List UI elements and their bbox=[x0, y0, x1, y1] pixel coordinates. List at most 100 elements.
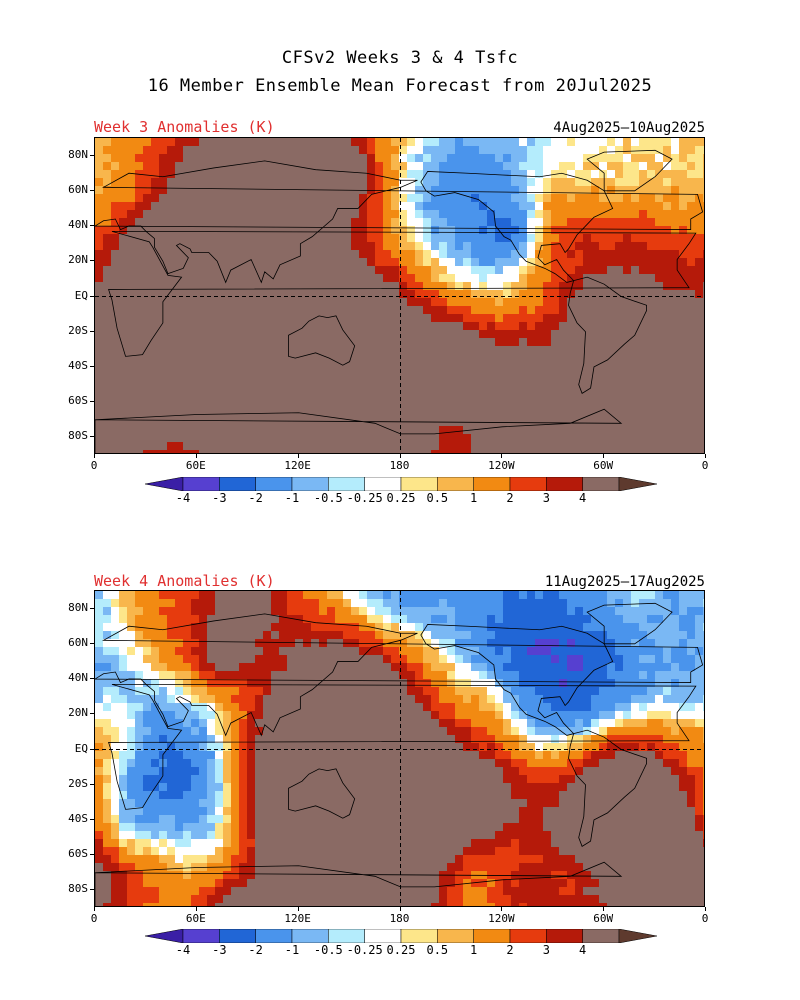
latitude-tick bbox=[90, 783, 94, 785]
figure-title: CFSv2 Weeks 3 & 4 Tsfc bbox=[281, 48, 519, 68]
latitude-label: 20S bbox=[68, 323, 88, 337]
latitude-label: 20S bbox=[68, 776, 88, 790]
colorbar-tick-label: -1 bbox=[284, 491, 300, 505]
colorbar-tick-label: -0.5 bbox=[313, 491, 343, 505]
latitude-label: 60N bbox=[68, 635, 88, 649]
colorbar-swatch bbox=[509, 476, 547, 492]
longitude-tick bbox=[195, 907, 197, 911]
longitude-tick bbox=[195, 454, 197, 458]
colorbar-swatch bbox=[437, 476, 474, 492]
colorbar-swatch bbox=[328, 928, 365, 944]
latitude-tick bbox=[90, 678, 94, 680]
latitude-label: 40N bbox=[68, 218, 88, 232]
week3-date-range: 4Aug2025—10Aug2025 bbox=[553, 120, 705, 136]
latitude-label: EQ bbox=[74, 741, 88, 755]
colorbar-tick-label: 3 bbox=[542, 943, 550, 957]
latitude-tick bbox=[90, 260, 94, 262]
longitude-label: 0 bbox=[90, 912, 98, 925]
colorbar-tick-label: 0.25 bbox=[386, 943, 416, 957]
latitude-tick bbox=[90, 713, 94, 715]
latitude-label: 80S bbox=[68, 429, 88, 443]
week4-colorbar bbox=[144, 928, 658, 944]
latitude-label: 40S bbox=[68, 811, 88, 825]
latitude-label: 60N bbox=[68, 182, 88, 196]
longitude-label: 120E bbox=[284, 912, 311, 925]
colorbar-tick-label: 0.5 bbox=[426, 491, 449, 505]
latitude-tick bbox=[90, 748, 94, 750]
longitude-label: 120W bbox=[488, 912, 515, 925]
longitude-tick bbox=[603, 907, 605, 911]
colorbar-tick-label: -3 bbox=[212, 943, 227, 957]
coastline bbox=[288, 315, 356, 366]
longitude-label: 120W bbox=[488, 459, 515, 472]
figure-subtitle: 16 Member Ensemble Mean Forecast from 20… bbox=[147, 76, 653, 96]
colorbar-swatch bbox=[219, 928, 256, 944]
latitude-label: 80N bbox=[68, 600, 88, 614]
latitude-tick bbox=[90, 330, 94, 332]
coastline bbox=[95, 408, 623, 453]
coastline bbox=[420, 171, 614, 283]
week3-colorbar bbox=[144, 476, 658, 492]
colorbar-swatch bbox=[182, 928, 220, 944]
latitude-tick bbox=[90, 401, 94, 403]
colorbar-tick-label: -1 bbox=[284, 943, 300, 957]
colorbar-swatch bbox=[400, 476, 438, 492]
colorbar-tick-label: 1 bbox=[470, 491, 478, 505]
longitude-tick bbox=[501, 454, 503, 458]
colorbar-swatch bbox=[582, 476, 620, 492]
week3-panel-label: Week 3 Anomalies (K) bbox=[94, 118, 275, 136]
longitude-label: 0 bbox=[90, 459, 98, 472]
colorbar-tick-label: 2 bbox=[506, 943, 514, 957]
anomaly-field bbox=[95, 591, 704, 906]
colorbar-tick-label: -4 bbox=[175, 491, 191, 505]
latitude-label: 40N bbox=[68, 671, 88, 685]
latitude-tick bbox=[90, 854, 94, 856]
colorbar-swatch bbox=[400, 928, 438, 944]
longitude-label: 180 bbox=[389, 459, 410, 472]
colorbar-swatch bbox=[291, 928, 329, 944]
latitude-tick bbox=[90, 818, 94, 820]
colorbar-tick-label: 0.25 bbox=[386, 491, 416, 505]
latitude-label: 20N bbox=[68, 706, 88, 720]
longitude-label: 120E bbox=[284, 459, 311, 472]
colorbar-swatch bbox=[437, 928, 474, 944]
colorbar-tick-label: -0.25 bbox=[346, 491, 383, 505]
coastline bbox=[288, 768, 356, 819]
colorbar-swatch bbox=[546, 928, 583, 944]
colorbar-tick-label: 1 bbox=[470, 943, 478, 957]
latitude-label: 40S bbox=[68, 358, 88, 372]
latitude-label: 20N bbox=[68, 253, 88, 267]
colorbar-min-arrow bbox=[144, 476, 184, 492]
latitude-label: 80S bbox=[68, 882, 88, 896]
longitude-label: 60E bbox=[185, 459, 206, 472]
longitude-label: 0 bbox=[701, 912, 709, 925]
week4-panel-label: Week 4 Anomalies (K) bbox=[94, 572, 275, 590]
colorbar-max-arrow bbox=[618, 928, 658, 944]
coastline bbox=[108, 230, 697, 357]
colorbar-swatch bbox=[546, 476, 583, 492]
colorbar-swatch bbox=[219, 476, 256, 492]
colorbar-max-arrow bbox=[618, 476, 658, 492]
colorbar-swatch bbox=[182, 476, 220, 492]
colorbar-swatch bbox=[291, 476, 329, 492]
longitude-tick bbox=[94, 454, 95, 458]
colorbar-tick-label: -2 bbox=[248, 491, 263, 505]
colorbar-min-arrow bbox=[144, 928, 184, 944]
coastline bbox=[95, 861, 623, 906]
latitude-tick bbox=[90, 607, 94, 609]
longitude-label: 60E bbox=[185, 912, 206, 925]
colorbar-tick-label: 3 bbox=[542, 491, 550, 505]
latitude-label: 80N bbox=[68, 147, 88, 161]
colorbar-swatch bbox=[255, 928, 293, 944]
colorbar-tick-label: 2 bbox=[506, 491, 514, 505]
longitude-tick bbox=[297, 454, 299, 458]
latitude-label: 60S bbox=[68, 394, 88, 408]
latitude-tick bbox=[90, 365, 94, 367]
latitude-tick bbox=[90, 154, 94, 156]
longitude-tick bbox=[94, 907, 95, 911]
colorbar-swatch bbox=[364, 476, 402, 492]
colorbar-swatch bbox=[255, 476, 293, 492]
colorbar-tick-label: 4 bbox=[579, 491, 587, 505]
coastline bbox=[108, 683, 697, 810]
coastline bbox=[95, 160, 704, 284]
